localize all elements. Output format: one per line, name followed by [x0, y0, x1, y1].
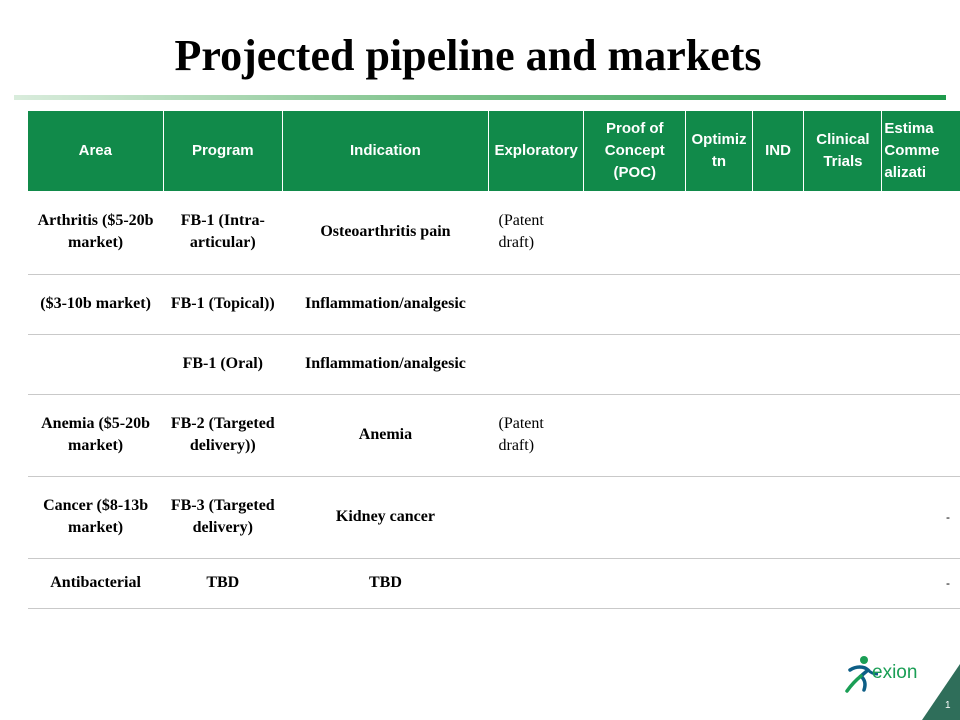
cell-commercialization: [881, 191, 960, 275]
corner-decoration: [922, 664, 960, 720]
cell-commercialization: [881, 394, 960, 477]
pipeline-table: Area Program Indication Exploratory Proo…: [28, 111, 960, 609]
cell-program: FB-1 (Intra-articular): [163, 191, 283, 275]
cell-indication: Inflammation/analgesic: [282, 334, 489, 395]
cell-program: FB-3 (Targeted delivery): [163, 476, 283, 559]
cell-indication: Kidney cancer: [282, 476, 489, 559]
cell-exploratory: [488, 274, 584, 335]
cell-area: Anemia ($5-20b market): [28, 394, 164, 477]
table-row: Arthritis ($5-20b market) FB-1 (Intra-ar…: [28, 191, 960, 275]
cell-program: FB-2 (Targeted delivery)): [163, 394, 283, 477]
header-estimated-commercialization: Estima Comme alizati: [881, 111, 960, 191]
cell-commercialization: [881, 334, 960, 395]
cell-indication: Inflammation/analgesic: [282, 274, 489, 335]
cell-program: FB-1 (Oral): [163, 334, 283, 395]
table-row: Cancer ($8-13b market) FB-3 (Targeted de…: [28, 476, 960, 559]
cell-program: TBD: [163, 558, 283, 609]
table-row: Anemia ($5-20b market) FB-2 (Targeted de…: [28, 394, 960, 477]
runner-logo-icon: [845, 656, 878, 693]
cell-area: Arthritis ($5-20b market): [28, 191, 164, 275]
header-clinical-trials: Clinical Trials: [803, 111, 883, 191]
header-program: Program: [163, 111, 283, 191]
cell-commercialization: [881, 274, 960, 335]
header-indication: Indication: [282, 111, 489, 191]
table-row: ($3-10b market) FB-1 (Topical)) Inflamma…: [28, 274, 960, 335]
cell-exploratory: [488, 334, 584, 395]
cell-indication: Osteoarthritis pain: [282, 191, 489, 275]
cell-commercialization: -: [881, 558, 960, 609]
cell-indication: Anemia: [282, 394, 489, 477]
table-header-row: Area Program Indication Exploratory Proo…: [28, 111, 960, 191]
page-number: 1: [945, 700, 951, 711]
cell-area: Antibacterial: [28, 558, 164, 609]
cell-area: ($3-10b market): [28, 274, 164, 335]
header-proof-of-concept: Proof of Concept (POC): [583, 111, 687, 191]
header-exploratory: Exploratory: [488, 111, 585, 191]
cell-program: FB-1 (Topical)): [163, 274, 283, 335]
header-optimization: Optimiz tn: [685, 111, 753, 191]
cell-area: Cancer ($8-13b market): [28, 476, 164, 559]
cell-indication: TBD: [282, 558, 489, 609]
table-row: FB-1 (Oral) Inflammation/analgesic: [28, 334, 960, 395]
cell-exploratory: [488, 558, 584, 609]
cell-commercialization: -: [881, 476, 960, 559]
logo-text: exion: [872, 662, 918, 683]
header-area: Area: [28, 111, 164, 191]
company-logo: exion: [844, 654, 944, 694]
cell-exploratory: (Patent draft): [488, 191, 584, 275]
header-ind: IND: [752, 111, 805, 191]
table-row: Antibacterial TBD TBD -: [28, 558, 960, 609]
cell-exploratory: (Patent draft): [488, 394, 584, 477]
slide-title: Projected pipeline and markets: [174, 31, 762, 80]
cell-exploratory: [488, 476, 584, 559]
title-underline: [14, 95, 946, 100]
cell-area: [28, 334, 164, 395]
